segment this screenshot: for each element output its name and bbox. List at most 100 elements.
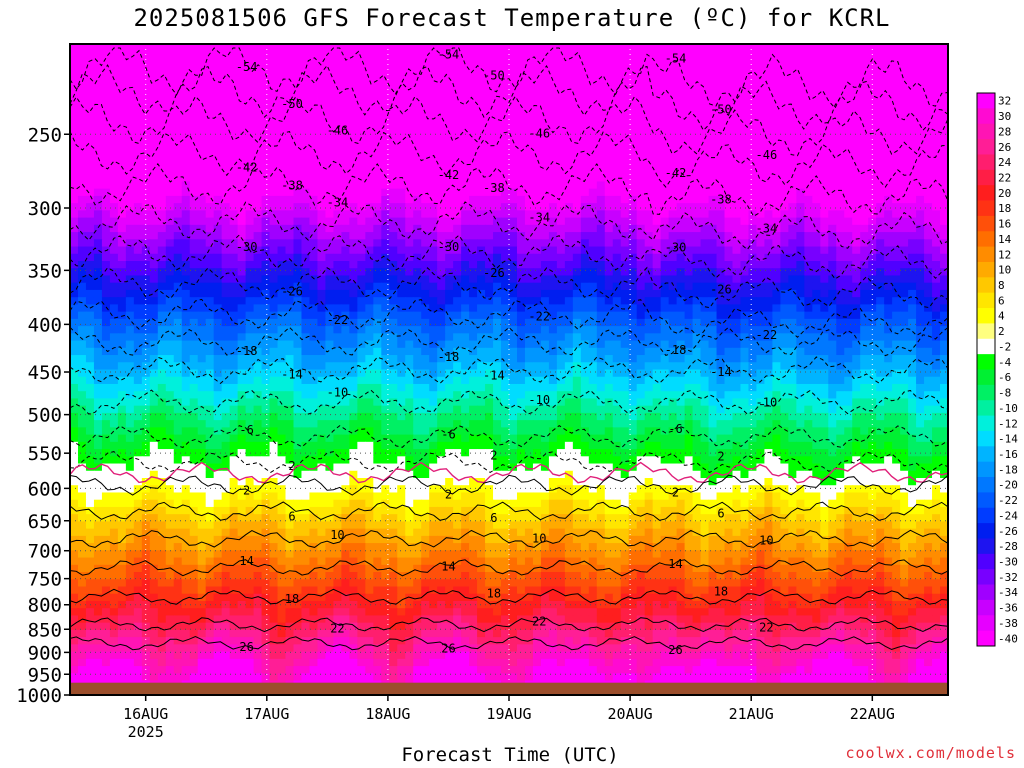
colorbar-label--22: -22 [998, 494, 1018, 507]
y-tick-label-500: 500 [28, 405, 62, 427]
contour-label-22-2: 22 [759, 621, 773, 635]
colorbar-label--38: -38 [998, 617, 1018, 630]
contour-label--54-0: -54 [236, 60, 258, 74]
colorbar-label-4: 4 [998, 310, 1005, 323]
x-tick-sublabel-2025: 2025 [128, 723, 164, 741]
colorbar-label-22: 22 [998, 171, 1011, 184]
contour-label--18-2: -18 [665, 343, 687, 357]
colorbar-swatch--22 [977, 492, 995, 508]
colorbar-swatch--20 [977, 477, 995, 493]
colorbar-label-8: 8 [998, 279, 1005, 292]
colorbar-swatch--10 [977, 400, 995, 416]
contour-label-22-0: 22 [330, 621, 344, 635]
colorbar-label-14: 14 [998, 233, 1012, 246]
x-axis-label: Forecast Time (UTC) [300, 744, 720, 766]
contour-label--30-1: -30 [438, 240, 460, 254]
colorbar-swatch-18 [977, 201, 995, 217]
y-tick-label-800: 800 [28, 595, 62, 617]
contour-label-2-1: 2 [445, 488, 452, 502]
x-tick-label-16AUG: 16AUG [123, 705, 168, 723]
contour-label--38-0: -38 [281, 178, 303, 192]
y-tick-label-600: 600 [28, 478, 62, 500]
contour-label--26-1: -26 [483, 266, 505, 280]
colorbar-label--26: -26 [998, 525, 1018, 538]
colorbar-label-20: 20 [998, 187, 1011, 200]
colorbar-swatch--32 [977, 569, 995, 585]
contour-label-10-2: 10 [759, 533, 773, 547]
contour-label-6-2: 6 [717, 506, 724, 520]
contour-label--34-1: -34 [528, 210, 550, 224]
contour-label--10-1: -10 [528, 393, 550, 407]
contour-label-26-1: 26 [441, 642, 455, 656]
colorbar-label-26: 26 [998, 141, 1011, 154]
contour-label--22-0: -22 [327, 313, 349, 327]
colorbar-swatch-30 [977, 108, 995, 124]
y-tick-label-350: 350 [28, 260, 62, 282]
contour-label-6-1: 6 [490, 511, 497, 525]
colorbar-swatch--34 [977, 585, 995, 601]
colorbar-swatch-22 [977, 170, 995, 186]
colorbar-label--32: -32 [998, 571, 1018, 584]
contour-label--6-1: -6 [441, 428, 455, 442]
contour-label--34-0: -34 [327, 196, 349, 210]
colorbar-label-6: 6 [998, 294, 1005, 307]
colorbar-swatch--36 [977, 600, 995, 616]
contour-label--38-2: -38 [710, 192, 732, 206]
colorbar-swatch-24 [977, 154, 995, 170]
y-tick-label-900: 900 [28, 642, 62, 664]
colorbar-label--4: -4 [998, 356, 1012, 369]
contour-label-26-2: 26 [668, 643, 682, 657]
x-tick-label-18AUG: 18AUG [365, 705, 410, 723]
colorbar-swatch-8 [977, 277, 995, 293]
contour-label--42-0: -42 [236, 160, 258, 174]
ground-layer [70, 683, 948, 695]
contour-label--2-1: 2 [490, 449, 497, 463]
x-tick-label-20AUG: 20AUG [608, 705, 653, 723]
colorbar-swatch--16 [977, 446, 995, 462]
colorbar-swatch--28 [977, 538, 995, 554]
colorbar-legend: 32 30 28 26 24 22 20 18 16 14 12 10 8 6 4 2 -2 -4 -6 -8 -10 -… [977, 93, 1018, 646]
colorbar-label--16: -16 [998, 448, 1018, 461]
colorbar-swatch-4 [977, 308, 995, 324]
colorbar-swatch-26 [977, 139, 995, 155]
colorbar-label--8: -8 [998, 387, 1011, 400]
colorbar-swatch-28 [977, 124, 995, 140]
colorbar-label--6: -6 [998, 371, 1011, 384]
credit-link[interactable]: coolwx.com/models [845, 744, 1016, 762]
y-tick-label-400: 400 [28, 314, 62, 336]
y-axis: 2503003504004505005506006507007508008509… [16, 124, 70, 707]
contour-label--22-1: -22 [528, 310, 550, 324]
colorbar-swatch--24 [977, 508, 995, 524]
colorbar-label-30: 30 [998, 110, 1011, 123]
y-tick-label-750: 750 [28, 569, 62, 591]
contour-label-10-1: 10 [532, 531, 546, 545]
contour-label--46-0: -46 [327, 123, 349, 137]
colorbar-label--18: -18 [998, 463, 1018, 476]
contour-label--6-0: -6 [239, 423, 253, 437]
ground-fill [70, 683, 948, 695]
contour-label--22-2: -22 [756, 328, 778, 342]
contour-label--46-2: -46 [756, 148, 778, 162]
colorbar-swatch--18 [977, 462, 995, 478]
colorbar-swatch--40 [977, 631, 995, 647]
colorbar-swatch-2 [977, 323, 995, 339]
contour-label--14-2: -14 [710, 365, 732, 379]
colorbar-swatch-10 [977, 262, 995, 278]
colorbar-label--28: -28 [998, 540, 1018, 553]
contour-label--54-2: -54 [665, 52, 687, 66]
colorbar-swatch--26 [977, 523, 995, 539]
contour-label-6-0: 6 [288, 510, 295, 524]
contour-label--26-2: -26 [710, 283, 732, 297]
colorbar-swatch-20 [977, 185, 995, 201]
colorbar-swatch--12 [977, 416, 995, 432]
colorbar-label-12: 12 [998, 248, 1011, 261]
colorbar-label--12: -12 [998, 417, 1018, 430]
contour-label--10-0: -10 [327, 386, 349, 400]
contour-label--10-2: -10 [756, 396, 778, 410]
y-tick-label-950: 950 [28, 664, 62, 686]
y-tick-label-300: 300 [28, 198, 62, 220]
contour-label--54-1: -54 [438, 47, 460, 61]
contour-label--42-2: -42 [665, 166, 687, 180]
contour-label-2-2: 2 [672, 486, 679, 500]
